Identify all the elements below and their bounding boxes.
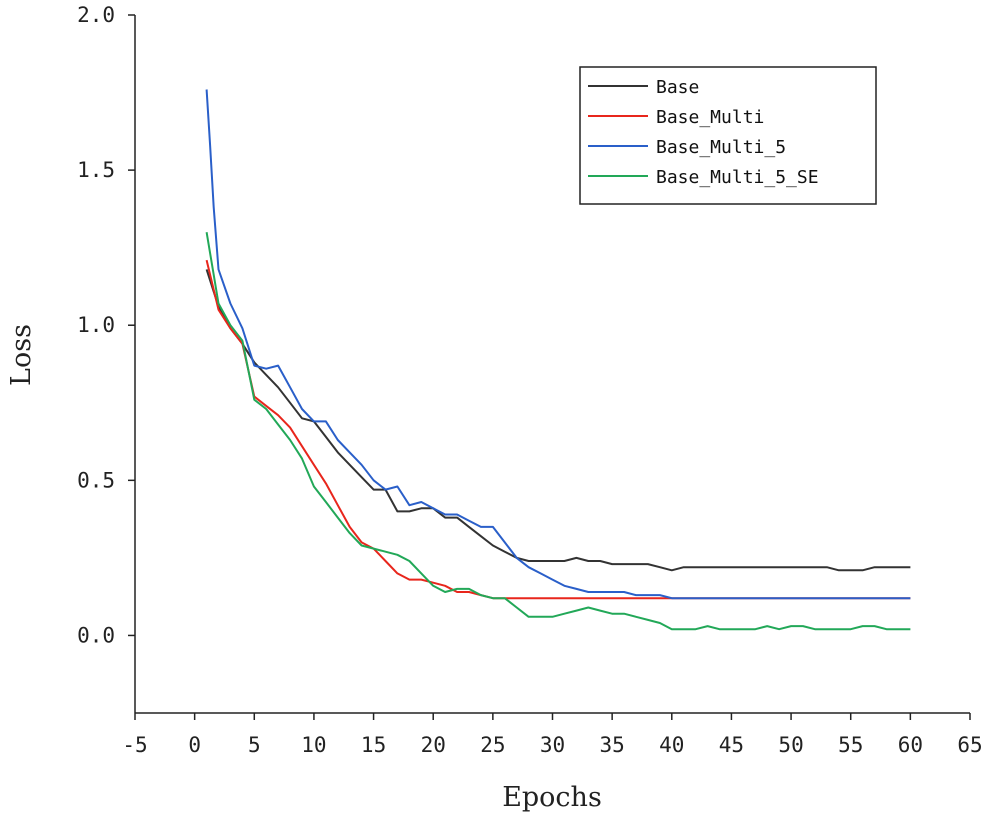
x-tick-label: 20 — [421, 733, 446, 757]
x-tick-label: 45 — [719, 733, 744, 757]
legend-label: Base_Multi_5 — [656, 137, 786, 158]
series-line-base — [205, 269, 911, 572]
series-lines — [205, 89, 911, 631]
legend-box — [579, 66, 877, 205]
x-tick-label: 65 — [957, 733, 982, 757]
x-ticks: -5 0 5 10 15 20 25 30 35 40 45 50 55 60 65 — [122, 713, 983, 757]
x-tick-label: 50 — [778, 733, 803, 757]
x-tick-label: 0 — [188, 733, 201, 757]
legend-label: Base_Multi_5_SE — [656, 167, 819, 188]
series-line-base-multi-5-se — [205, 232, 911, 631]
x-tick-label: 55 — [838, 733, 863, 757]
legend-label: Base_Multi — [656, 107, 764, 128]
x-tick-label: 5 — [248, 733, 261, 757]
x-tick-label: 15 — [361, 733, 386, 757]
x-tick-label: 25 — [480, 733, 505, 757]
y-tick-label: 0.5 — [77, 468, 115, 492]
y-axis-title: Loss — [6, 324, 37, 386]
series-line-base-multi — [205, 259, 911, 600]
series-line-base-multi-5 — [205, 89, 911, 600]
y-tick-label: 2.0 — [77, 3, 115, 27]
x-tick-label: -5 — [122, 733, 147, 757]
x-tick-label: 10 — [301, 733, 326, 757]
y-tick-label: 0.0 — [77, 623, 115, 647]
x-tick-label: 60 — [898, 733, 923, 757]
x-tick-label: 35 — [599, 733, 624, 757]
legend-label: Base — [656, 77, 699, 98]
y-ticks: 0.0 0.5 1.0 1.5 2.0 — [77, 3, 135, 647]
x-tick-label: 40 — [659, 733, 684, 757]
y-tick-label: 1.0 — [77, 313, 115, 337]
legend: Base Base_Multi Base_Multi_5 Base_Multi_5_S… — [579, 66, 877, 205]
y-tick-label: 1.5 — [77, 158, 115, 182]
x-axis-title: Epochs — [502, 782, 602, 813]
x-tick-label: 30 — [540, 733, 565, 757]
